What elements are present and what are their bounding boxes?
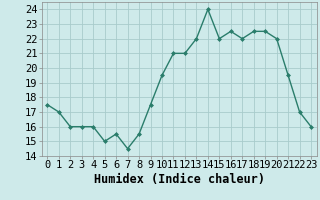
X-axis label: Humidex (Indice chaleur): Humidex (Indice chaleur)	[94, 173, 265, 186]
